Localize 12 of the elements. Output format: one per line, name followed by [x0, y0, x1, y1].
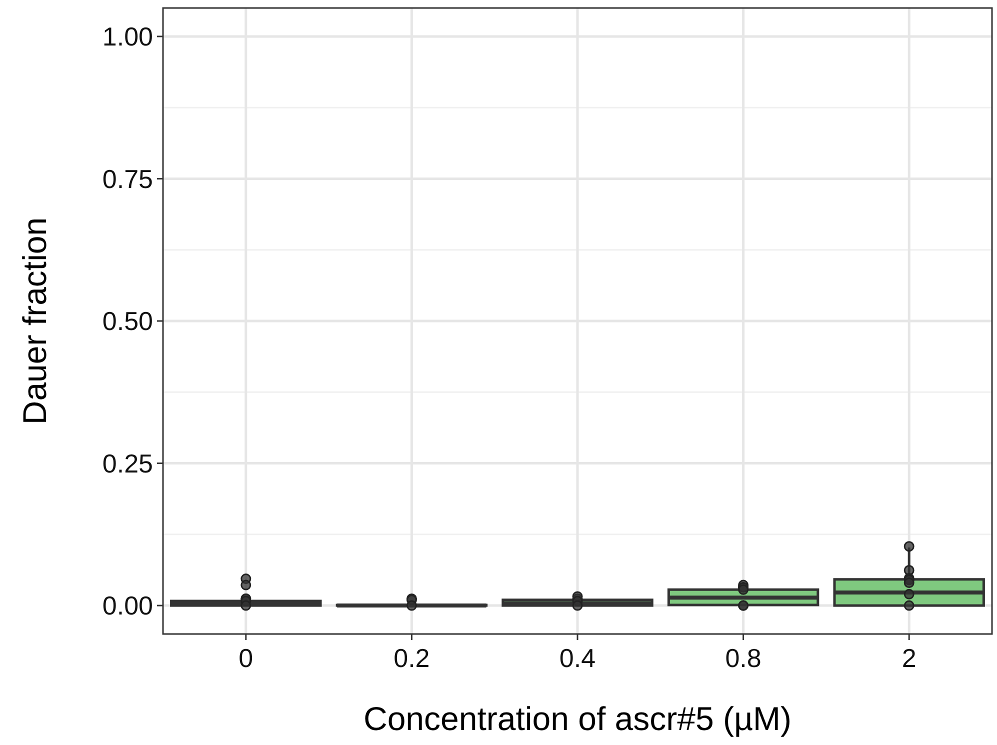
x-tick-label: 0: [238, 643, 254, 673]
x-axis-title: Concentration of ascr#5 (µM): [363, 700, 792, 737]
x-tick-label: 2: [902, 643, 916, 673]
y-tick-label: 1.00: [102, 22, 153, 52]
y-tick-label: 0.50: [102, 306, 153, 336]
y-axis-title: Dauer fraction: [16, 217, 53, 425]
y-tick-label: 0.00: [102, 590, 153, 621]
y-tick-label: 0.25: [102, 448, 153, 478]
y-tick-label: 0.75: [102, 164, 153, 194]
x-tick-label: 0.4: [559, 643, 596, 673]
x-tick-label: 0.2: [394, 643, 430, 673]
x-tick-label: 0.8: [725, 643, 762, 673]
